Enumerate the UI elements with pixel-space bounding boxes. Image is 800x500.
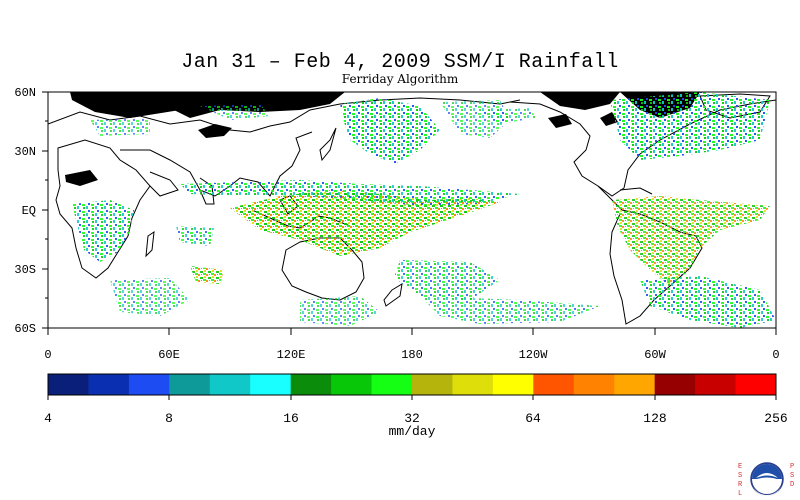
colorbar-swatch <box>412 374 453 395</box>
colorbar-swatch <box>48 374 89 395</box>
svg-text:D: D <box>790 481 794 489</box>
lon-label-180: 180 <box>401 348 423 362</box>
svg-text:S: S <box>790 472 794 480</box>
colorbar-swatch <box>695 374 737 395</box>
colorbar-tick-64: 64 <box>525 411 541 426</box>
colorbar-swatch <box>492 374 534 395</box>
map-plot-area <box>48 92 776 328</box>
colorbar-swatch <box>371 374 413 395</box>
colorbar-swatch <box>614 374 656 395</box>
colorbar-swatch <box>250 374 292 395</box>
colorbar-swatch <box>533 374 575 395</box>
lon-label-0: 0 <box>44 348 51 362</box>
rainfall-field <box>72 92 776 328</box>
colorbar-swatch <box>573 374 615 395</box>
latitude-axis: 60N 30N EQ 30S 60S <box>14 86 48 336</box>
noaa-esrl-psd-logo: E S R L P S D <box>738 462 794 498</box>
colorbar-swatch <box>654 374 696 395</box>
colorbar-tick-16: 16 <box>283 411 299 426</box>
lat-label-30n: 30N <box>14 145 36 159</box>
svg-text:L: L <box>738 490 742 498</box>
colorbar-swatch <box>169 374 211 395</box>
colorbar-swatch <box>452 374 494 395</box>
lon-label-60e: 60E <box>158 348 180 362</box>
colorbar-tick-8: 8 <box>165 411 173 426</box>
lon-label-0-east: 0 <box>772 348 779 362</box>
colorbar-tick-labels: 4 8 16 32 64 128 256 <box>44 411 788 426</box>
colorbar-tick-32: 32 <box>404 411 420 426</box>
lon-label-120w: 120W <box>519 348 549 362</box>
lon-label-120e: 120E <box>277 348 306 362</box>
colorbar-swatch <box>331 374 373 395</box>
svg-text:S: S <box>738 472 742 480</box>
colorbar-swatch <box>128 374 170 395</box>
colorbar-swatch <box>735 374 777 395</box>
lon-label-60w: 60W <box>644 348 666 362</box>
svg-text:E: E <box>738 463 742 471</box>
colorbar-tick-256: 256 <box>764 411 787 426</box>
colorbar <box>47 373 777 400</box>
colorbar-swatch <box>209 374 251 395</box>
lat-label-eq: EQ <box>22 204 36 218</box>
colorbar-swatch <box>290 374 332 395</box>
lat-label-60s: 60S <box>14 322 36 336</box>
colorbar-swatch <box>88 374 130 395</box>
colorbar-tick-4: 4 <box>44 411 52 426</box>
lat-label-30s: 30S <box>14 263 36 277</box>
longitude-axis: 0 60E 120E 180 120W 60W 0 <box>44 328 780 362</box>
svg-text:R: R <box>738 481 743 489</box>
lat-label-60n: 60N <box>14 86 36 100</box>
chart-subtitle: Ferriday Algorithm <box>341 72 459 86</box>
chart-title: Jan 31 – Feb 4, 2009 SSM/I Rainfall <box>181 51 619 74</box>
colorbar-tick-128: 128 <box>643 411 666 426</box>
colorbar-units: mm/day <box>388 424 436 439</box>
svg-text:P: P <box>790 463 794 471</box>
